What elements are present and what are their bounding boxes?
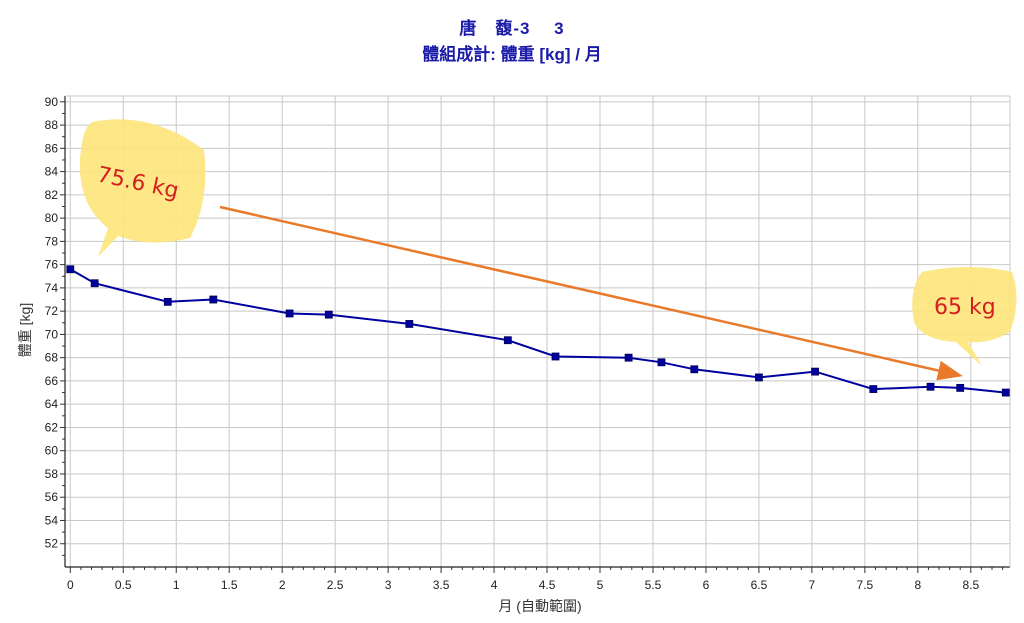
x-ticks: 0 0.5 1 1.5 2 2.5 3 3.5 4 4.5 5 5.5 6 6.5 7 7.5 8 8.5 xyxy=(67,567,1004,592)
data-point xyxy=(503,336,512,345)
data-point xyxy=(869,385,878,393)
x-tick-label: 7.5 xyxy=(857,578,874,592)
data-point xyxy=(324,310,333,319)
chart-title: 唐 馥-3 3 xyxy=(459,19,565,38)
x-tick-label: 1 xyxy=(173,578,180,592)
x-tick-label: 7 xyxy=(809,578,816,592)
data-point xyxy=(811,367,819,376)
x-tick-label: 4.5 xyxy=(539,578,556,592)
trend-arrow xyxy=(219,205,963,381)
x-tick-label: 2.5 xyxy=(327,578,344,592)
x-tick-label: 5.5 xyxy=(645,578,662,592)
y-tick-label: 88 xyxy=(45,118,59,132)
y-tick-label: 60 xyxy=(45,444,59,458)
y-tick-label: 76 xyxy=(45,258,59,272)
data-point xyxy=(66,265,75,274)
data-point xyxy=(90,279,99,288)
grid xyxy=(65,96,1010,567)
series xyxy=(66,265,1010,397)
x-tick-label: 5 xyxy=(597,578,604,592)
x-tick-label: 0.5 xyxy=(115,578,132,592)
x-tick-label: 8.5 xyxy=(962,578,979,592)
data-point xyxy=(624,353,633,362)
chart-subtitle: 體組成計: 體重 [kg] / 月 xyxy=(422,45,602,64)
y-tick-label: 84 xyxy=(45,165,59,179)
data-point xyxy=(209,295,218,304)
y-tick-label: 62 xyxy=(45,420,59,434)
x-axis-label: 月 (自動範圍) xyxy=(498,598,581,614)
data-point xyxy=(551,352,560,361)
y-tick-label: 56 xyxy=(45,490,59,504)
y-tick-label: 82 xyxy=(45,188,59,202)
data-point xyxy=(755,373,763,382)
data-point xyxy=(657,358,666,367)
data-point xyxy=(956,384,965,392)
x-tick-label: 6 xyxy=(703,578,710,592)
x-tick-label: 6.5 xyxy=(751,578,768,592)
y-tick-label: 86 xyxy=(45,141,59,155)
y-tick-label: 72 xyxy=(45,304,59,318)
data-point xyxy=(163,297,172,306)
callout-end-text: 65 kg xyxy=(934,295,996,320)
data-point xyxy=(926,382,935,391)
x-tick-label: 1.5 xyxy=(221,578,238,592)
x-tick-label: 3.5 xyxy=(433,578,450,592)
callout-bubble-start xyxy=(79,119,206,257)
x-tick-label: 0 xyxy=(67,578,74,592)
series-line xyxy=(69,268,1006,394)
data-point xyxy=(690,365,699,374)
y-tick-label: 64 xyxy=(45,397,59,411)
y-tick-label: 90 xyxy=(45,95,59,109)
callout-end: 65 kg xyxy=(912,267,1017,366)
x-tick-label: 2 xyxy=(279,578,286,592)
y-tick-label: 54 xyxy=(45,513,59,527)
callout-start: 75.6 kg xyxy=(79,119,206,257)
y-tick-label: 58 xyxy=(45,467,59,481)
x-tick-label: 4 xyxy=(491,578,498,592)
y-tick-label: 80 xyxy=(45,211,59,225)
y-ticks: 52 54 56 58 60 62 64 66 68 70 72 74 76 78 80 82 84 86 88 90 xyxy=(45,95,65,556)
y-tick-label: 52 xyxy=(45,537,59,551)
y-tick-label: 78 xyxy=(45,234,59,248)
data-point xyxy=(1001,388,1010,397)
x-tick-label: 3 xyxy=(385,578,392,592)
data-point xyxy=(405,320,414,328)
y-axis-label: 體重 [kg] xyxy=(17,303,33,357)
x-tick-label: 8 xyxy=(914,578,921,592)
axes xyxy=(64,95,1011,568)
y-tick-label: 74 xyxy=(45,281,59,295)
y-tick-label: 66 xyxy=(45,374,59,388)
y-tick-label: 68 xyxy=(45,351,59,365)
y-tick-label: 70 xyxy=(45,327,59,341)
data-point xyxy=(285,309,294,318)
callout-bubble-end xyxy=(912,267,1017,366)
